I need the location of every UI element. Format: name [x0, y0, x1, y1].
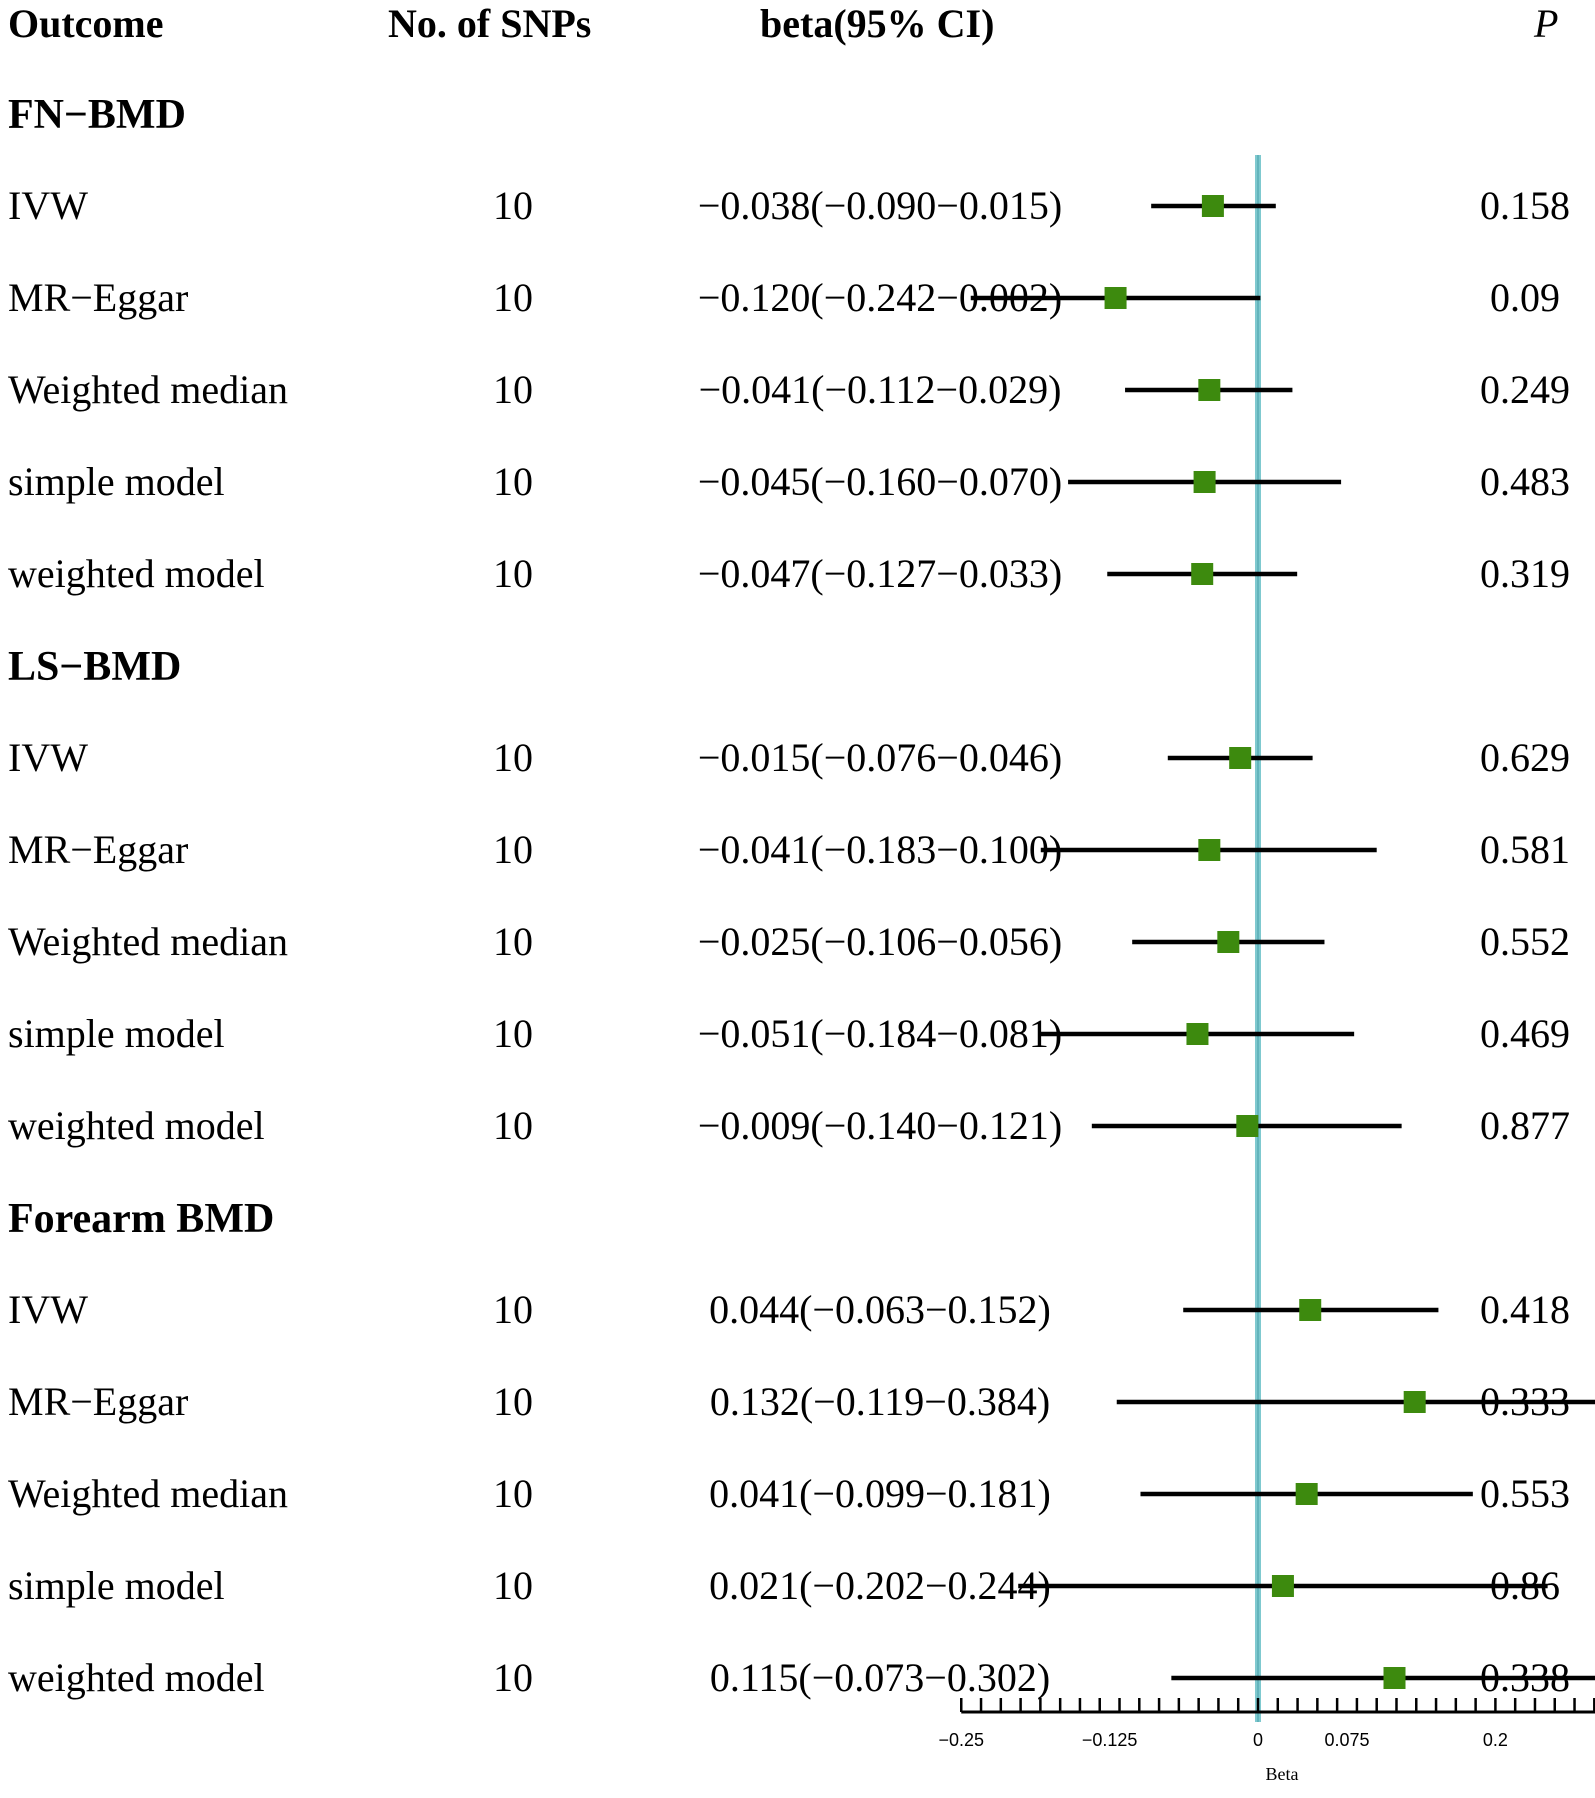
x-tick-label: 0 — [1253, 1730, 1263, 1750]
row-p-value: 0.877 — [1480, 1103, 1570, 1148]
row-snps: 10 — [493, 367, 533, 412]
row-p-value: 0.553 — [1480, 1471, 1570, 1516]
point-marker — [1201, 195, 1224, 217]
x-tick-label: 0.2 — [1483, 1730, 1508, 1750]
x-tick-label: −0.25 — [938, 1730, 984, 1750]
row-p-value: 0.09 — [1490, 275, 1560, 320]
row-method: IVW — [8, 183, 88, 228]
row-beta-ci: 0.115(−0.073−0.302) — [709, 1655, 1051, 1700]
row-beta-ci: −0.025(−0.106−0.056) — [697, 919, 1063, 964]
row-beta-ci: −0.038(−0.090−0.015) — [697, 183, 1063, 228]
row-beta-ci: −0.041(−0.183−0.100) — [697, 827, 1063, 872]
point-marker — [1271, 1575, 1294, 1597]
row-method: simple model — [8, 1563, 225, 1608]
row-snps: 10 — [493, 459, 533, 504]
row-snps: 10 — [493, 1287, 533, 1332]
x-tick-label: −0.125 — [1082, 1730, 1138, 1750]
row-method: Weighted median — [8, 1471, 289, 1516]
point-marker — [1193, 471, 1216, 493]
row-snps: 10 — [493, 1655, 533, 1700]
row-snps: 10 — [493, 551, 533, 596]
point-marker — [1198, 839, 1221, 861]
point-marker — [1191, 563, 1214, 585]
row-beta-ci: −0.045(−0.160−0.070) — [697, 459, 1063, 504]
row-snps: 10 — [493, 1471, 533, 1516]
row-snps: 10 — [493, 1011, 533, 1056]
row-beta-ci: 0.132(−0.119−0.384) — [709, 1379, 1051, 1424]
point-marker — [1383, 1667, 1406, 1689]
point-marker — [1295, 1483, 1318, 1505]
row-beta-ci: 0.041(−0.099−0.181) — [709, 1471, 1051, 1516]
row-beta-ci: 0.021(−0.202−0.244) — [709, 1563, 1051, 1608]
row-method: IVW — [8, 735, 88, 780]
row-beta-ci: −0.051(−0.184−0.081) — [697, 1011, 1063, 1056]
row-method: MR−Eggar — [8, 1379, 189, 1424]
row-p-value: 0.552 — [1480, 919, 1570, 964]
header-snps: No. of SNPs — [388, 1, 592, 46]
row-beta-ci: −0.041(−0.112−0.029) — [698, 367, 1062, 412]
point-marker — [1403, 1391, 1426, 1413]
x-tick-label: 0.075 — [1325, 1730, 1370, 1750]
header-beta-ci: beta(95% CI) — [760, 1, 995, 46]
row-beta-ci: −0.009(−0.140−0.121) — [697, 1103, 1063, 1148]
row-beta-ci: −0.047(−0.127−0.033) — [697, 551, 1063, 596]
row-method: weighted model — [8, 1655, 265, 1700]
row-method: simple model — [8, 459, 225, 504]
row-method: MR−Eggar — [8, 827, 189, 872]
row-snps: 10 — [493, 735, 533, 780]
row-beta-ci: −0.015(−0.076−0.046) — [697, 735, 1063, 780]
header-outcome: Outcome — [8, 1, 164, 46]
row-snps: 10 — [493, 183, 533, 228]
row-method: Weighted median — [8, 919, 289, 964]
row-p-value: 0.319 — [1480, 551, 1570, 596]
row-p-value: 0.469 — [1480, 1011, 1570, 1056]
row-method: Weighted median — [8, 367, 289, 412]
row-snps: 10 — [493, 919, 533, 964]
row-snps: 10 — [493, 1103, 533, 1148]
row-method: weighted model — [8, 1103, 265, 1148]
row-snps: 10 — [493, 275, 533, 320]
row-snps: 10 — [493, 1563, 533, 1608]
row-p-value: 0.483 — [1480, 459, 1570, 504]
point-marker — [1236, 1115, 1259, 1137]
row-p-value: 0.249 — [1480, 367, 1570, 412]
row-method: MR−Eggar — [8, 275, 189, 320]
row-p-value: 0.581 — [1480, 827, 1570, 872]
row-beta-ci: 0.044(−0.063−0.152) — [709, 1287, 1051, 1332]
row-p-value: 0.158 — [1480, 183, 1570, 228]
row-snps: 10 — [493, 827, 533, 872]
point-marker — [1198, 379, 1221, 401]
point-marker — [1186, 1023, 1209, 1045]
x-axis-label: Beta — [1266, 1764, 1299, 1784]
group-title-forearm-bmd: Forearm BMD — [8, 1196, 275, 1242]
header-p: P — [1534, 1, 1559, 46]
group-title-fn-bmd: FN−BMD — [8, 92, 186, 138]
group-title-ls-bmd: LS−BMD — [8, 644, 182, 690]
point-marker — [1217, 931, 1240, 953]
row-method: simple model — [8, 1011, 225, 1056]
row-method: IVW — [8, 1287, 88, 1332]
row-p-value: 0.418 — [1480, 1287, 1570, 1332]
row-snps: 10 — [493, 1379, 533, 1424]
point-marker — [1104, 287, 1127, 309]
row-p-value: 0.629 — [1480, 735, 1570, 780]
point-marker — [1299, 1299, 1322, 1321]
row-method: weighted model — [8, 551, 265, 596]
point-marker — [1229, 747, 1252, 769]
